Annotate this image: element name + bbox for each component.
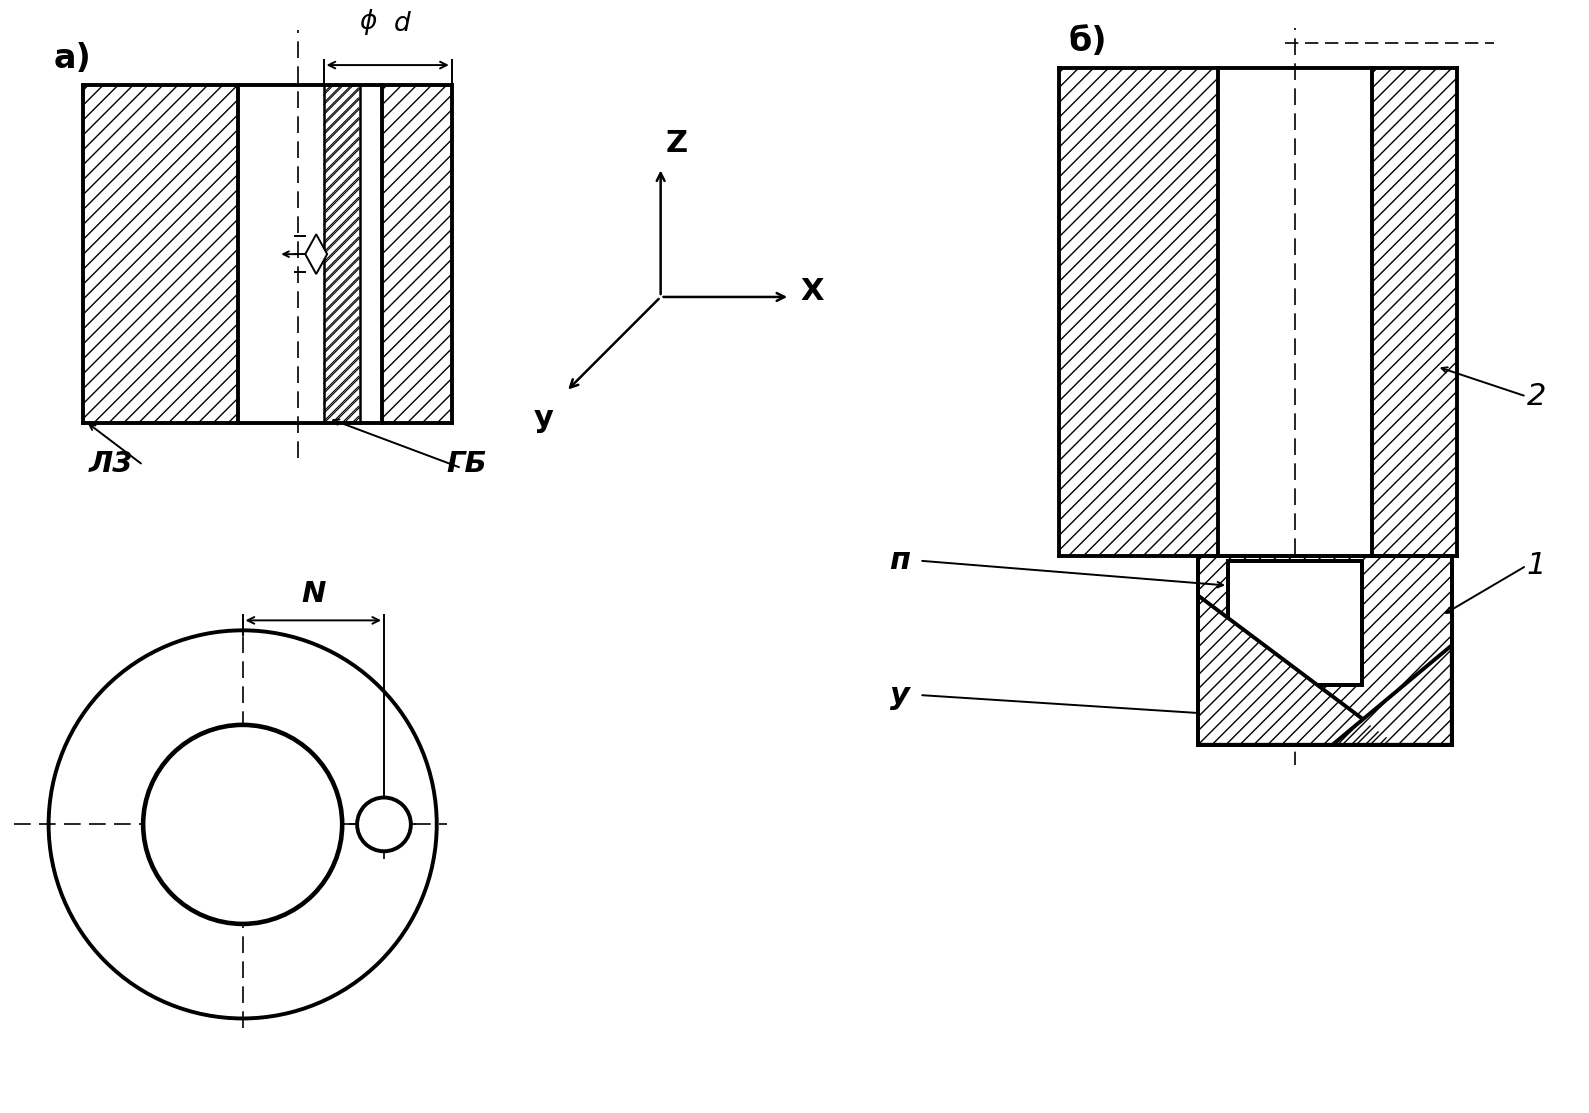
Polygon shape bbox=[305, 234, 327, 274]
Text: б): б) bbox=[1069, 26, 1108, 58]
Bar bbox=[238, 85, 381, 423]
Bar bbox=[1198, 555, 1452, 745]
Bar bbox=[1217, 68, 1373, 555]
Text: $d$: $d$ bbox=[392, 11, 412, 37]
Circle shape bbox=[358, 798, 412, 851]
Polygon shape bbox=[1333, 646, 1452, 745]
Text: N: N bbox=[302, 581, 326, 609]
Text: 2: 2 bbox=[1527, 382, 1546, 411]
Text: у: у bbox=[890, 680, 909, 709]
Text: X: X bbox=[799, 277, 823, 306]
Text: п: п bbox=[890, 546, 910, 575]
Text: Z: Z bbox=[666, 129, 688, 158]
Text: 1: 1 bbox=[1527, 551, 1546, 580]
Text: Л3: Л3 bbox=[89, 450, 133, 479]
Text: а): а) bbox=[54, 42, 91, 75]
Bar bbox=[324, 86, 359, 422]
Text: y: y bbox=[534, 404, 553, 433]
Text: $\phi$: $\phi$ bbox=[359, 7, 378, 37]
Circle shape bbox=[143, 725, 342, 924]
Polygon shape bbox=[1198, 595, 1397, 745]
Bar bbox=[1228, 561, 1362, 686]
Circle shape bbox=[38, 620, 447, 1028]
Text: ГБ: ГБ bbox=[447, 450, 488, 479]
